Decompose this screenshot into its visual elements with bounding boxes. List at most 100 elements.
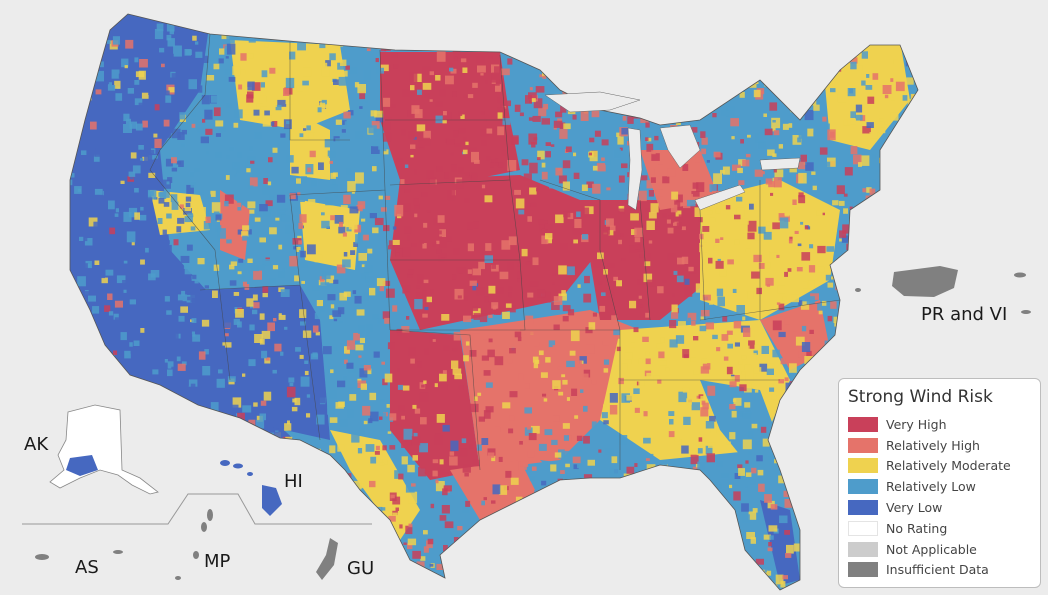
county-cell xyxy=(884,94,889,99)
county-cell xyxy=(541,480,547,486)
county-cell xyxy=(890,112,899,121)
county-cell xyxy=(138,440,144,447)
county-cell xyxy=(212,456,218,462)
county-cell xyxy=(864,254,871,261)
county-cell xyxy=(742,439,752,450)
county-cell xyxy=(416,561,425,568)
county-cell xyxy=(584,206,594,215)
county-cell xyxy=(467,94,474,99)
county-cell xyxy=(248,35,256,43)
county-cell xyxy=(334,215,344,224)
county-cell xyxy=(806,296,815,305)
county-cell xyxy=(628,388,635,396)
county-cell xyxy=(269,227,277,235)
county-cell xyxy=(152,554,161,563)
county-cell xyxy=(860,155,870,166)
county-cell xyxy=(369,213,377,219)
county-cell xyxy=(289,255,298,267)
county-cell xyxy=(240,523,245,528)
county-cell xyxy=(358,427,366,436)
county-cell xyxy=(564,450,571,457)
county-cell xyxy=(721,472,729,479)
county-cell xyxy=(801,241,805,244)
county-cell xyxy=(221,533,228,542)
county-cell xyxy=(621,127,630,135)
county-cell xyxy=(77,540,87,549)
county-cell xyxy=(346,409,355,418)
county-cell xyxy=(748,572,757,579)
county-cell xyxy=(70,87,73,95)
county-cell xyxy=(94,496,102,506)
county-cell xyxy=(588,322,596,330)
county-cell xyxy=(730,545,734,550)
county-cell xyxy=(465,341,470,346)
county-cell xyxy=(802,384,811,394)
county-cell xyxy=(867,96,875,104)
county-cell xyxy=(262,585,271,590)
county-cell xyxy=(899,258,904,264)
county-cell xyxy=(573,172,580,179)
county-cell xyxy=(329,445,336,454)
county-cell xyxy=(367,115,372,119)
county-cell xyxy=(765,277,774,286)
county-cell xyxy=(698,19,703,25)
county-cell xyxy=(241,468,245,473)
county-cell xyxy=(505,500,511,508)
county-cell xyxy=(788,123,793,128)
county-cell xyxy=(528,92,537,100)
county-cell xyxy=(713,47,721,57)
county-cell xyxy=(507,58,513,65)
county-cell xyxy=(187,213,194,218)
county-cell xyxy=(547,496,556,506)
county-cell xyxy=(345,65,350,70)
county-cell xyxy=(855,352,863,361)
county-cell xyxy=(822,116,827,122)
county-cell xyxy=(648,34,653,41)
county-cell xyxy=(648,169,655,175)
county-cell xyxy=(764,128,773,136)
county-cell xyxy=(702,402,709,410)
county-cell xyxy=(234,202,242,209)
county-cell xyxy=(866,187,872,193)
county-cell xyxy=(665,367,670,371)
county-cell xyxy=(439,515,447,521)
county-cell xyxy=(481,139,488,146)
county-cell xyxy=(414,169,418,175)
county-cell xyxy=(145,496,152,502)
county-cell xyxy=(552,567,562,577)
county-cell xyxy=(698,493,706,502)
county-cell xyxy=(597,229,601,233)
county-cell xyxy=(772,320,782,331)
county-cell xyxy=(748,353,757,360)
state-border xyxy=(384,189,391,331)
county-cell xyxy=(483,410,491,419)
county-cell xyxy=(515,580,519,586)
county-cell xyxy=(802,567,809,573)
county-cell xyxy=(462,464,471,473)
county-cell xyxy=(460,58,467,63)
county-cell xyxy=(61,76,67,83)
county-cell xyxy=(580,207,590,219)
county-cell xyxy=(273,160,277,164)
county-cell xyxy=(206,151,210,155)
county-cell xyxy=(452,49,461,59)
county-cell xyxy=(88,295,96,302)
county-cell xyxy=(524,427,533,436)
county-cell xyxy=(613,333,620,339)
county-cell xyxy=(618,435,628,445)
county-cell xyxy=(505,303,512,308)
county-cell xyxy=(382,549,390,557)
county-cell xyxy=(768,585,776,590)
county-cell xyxy=(185,565,192,572)
county-cell xyxy=(163,190,170,198)
county-cell xyxy=(183,208,192,215)
county-cell xyxy=(705,445,713,455)
county-cell xyxy=(583,293,592,303)
county-cell xyxy=(475,532,479,535)
county-cell xyxy=(778,331,786,338)
county-cell xyxy=(362,405,371,416)
county-cell xyxy=(670,516,675,520)
county-cell xyxy=(826,511,835,520)
county-cell xyxy=(729,533,736,540)
county-cell xyxy=(211,202,221,213)
